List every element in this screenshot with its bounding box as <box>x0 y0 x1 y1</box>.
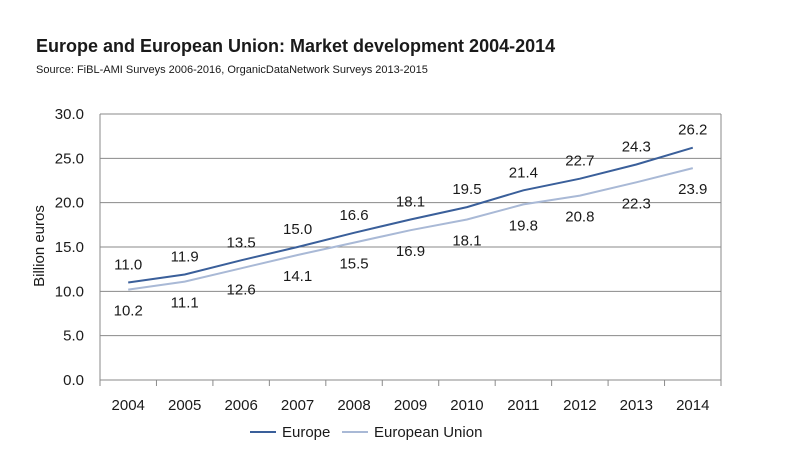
series-line-european-union <box>128 167 694 291</box>
data-label: 13.5 <box>227 234 256 251</box>
x-tick-label: 2010 <box>450 397 483 414</box>
chart-title: Europe and European Union: Market develo… <box>36 36 556 56</box>
y-tick-label: 30.0 <box>55 106 84 123</box>
data-label: 14.1 <box>283 268 312 285</box>
y-tick-label: 0.0 <box>63 372 84 389</box>
data-label: 23.9 <box>678 181 707 198</box>
chart-subtitle: Source: FiBL-AMI Surveys 2006-2016, Orga… <box>36 64 428 76</box>
data-label: 18.1 <box>396 194 425 211</box>
data-labels: 11.0 11.9 13.5 15.0 16.6 18.1 19.5 21.4 22.7 24.3… <box>114 122 708 320</box>
data-label: 22.7 <box>565 153 594 170</box>
data-label: 19.5 <box>452 181 481 198</box>
x-tick-label: 2008 <box>337 397 370 414</box>
y-axis-ticks: 0.0 5.0 10.0 15.0 20.0 25.0 30.0 <box>55 106 84 389</box>
legend: Europe European Union <box>250 424 482 441</box>
data-label: 15.5 <box>339 256 368 273</box>
data-label: 26.2 <box>678 122 707 139</box>
x-tick-label: 2014 <box>676 397 709 414</box>
data-label: 19.8 <box>509 217 538 234</box>
x-tick-label: 2006 <box>224 397 257 414</box>
x-tick-label: 2013 <box>620 397 653 414</box>
data-label: 21.4 <box>509 164 538 181</box>
data-label: 11.1 <box>171 295 199 312</box>
legend-label: Europe <box>282 424 330 441</box>
y-tick-label: 15.0 <box>55 239 84 256</box>
data-label: 22.3 <box>622 195 651 212</box>
data-label: 11.0 <box>114 256 142 273</box>
data-label: 16.6 <box>339 207 368 224</box>
data-label: 18.1 <box>452 233 481 250</box>
data-label: 20.8 <box>565 209 594 226</box>
x-tick-label: 2004 <box>112 397 145 414</box>
gridlines <box>99 113 722 381</box>
y-axis-label: Billion euros <box>31 205 48 287</box>
y-tick-label: 5.0 <box>63 328 84 345</box>
y-tick-label: 20.0 <box>55 195 84 212</box>
data-label: 11.9 <box>171 248 199 265</box>
data-label: 10.2 <box>114 303 143 320</box>
x-tick-label: 2005 <box>168 397 201 414</box>
x-tick-label: 2011 <box>507 397 539 414</box>
data-label: 16.9 <box>396 243 425 260</box>
y-tick-label: 10.0 <box>55 283 84 300</box>
series-line-europe <box>128 146 694 284</box>
x-axis-ticks: 2004 2005 2006 2007 2008 2009 2010 2011 2012 2013… <box>99 380 722 414</box>
y-tick-label: 25.0 <box>55 150 84 167</box>
x-tick-label: 2009 <box>394 397 427 414</box>
legend-label: European Union <box>374 424 482 441</box>
data-label: 15.0 <box>283 221 312 238</box>
data-label: 24.3 <box>622 139 651 156</box>
data-label: 12.6 <box>227 281 256 298</box>
series-lines <box>128 146 694 291</box>
x-tick-label: 2007 <box>281 397 314 414</box>
x-tick-label: 2012 <box>563 397 596 414</box>
